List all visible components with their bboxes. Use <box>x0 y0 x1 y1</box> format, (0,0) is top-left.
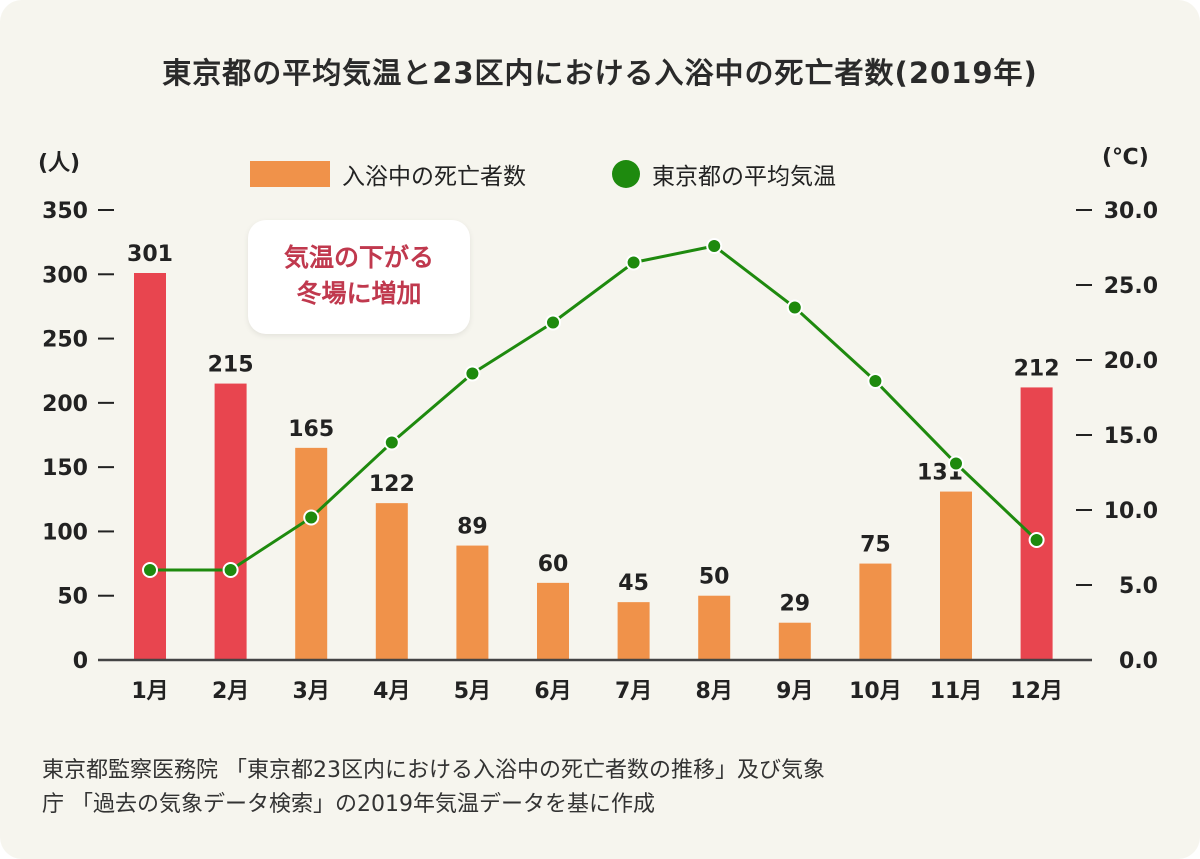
left-axis-label: (人) <box>38 151 81 176</box>
left-tick-label: 0 <box>73 649 88 674</box>
bar-5月 <box>456 545 489 660</box>
bar-11月 <box>940 491 972 660</box>
source-line-1: 東京都監察医務院 「東京都23区内における入浴中の死亡者数の推移」及び気象 <box>42 758 825 783</box>
x-tick-label: 2月 <box>212 679 249 704</box>
bar-10月 <box>859 563 892 660</box>
bar-value-label: 212 <box>1014 356 1060 381</box>
bar-6月 <box>537 582 569 660</box>
bar-value-label: 50 <box>699 565 730 590</box>
temperature-point-11月 <box>948 455 964 472</box>
x-tick-label: 7月 <box>615 679 652 704</box>
temperature-point-10月 <box>867 373 884 389</box>
temperature-point-12月 <box>1028 532 1045 548</box>
right-tick-label: 25.0 <box>1104 274 1158 299</box>
temperature-point-8月 <box>706 238 723 254</box>
x-tick-label: 5月 <box>454 679 491 704</box>
x-tick-label: 6月 <box>534 679 571 704</box>
left-tick-label: 150 <box>42 456 88 481</box>
bar-3月 <box>295 447 328 660</box>
x-tick-label: 8月 <box>696 679 733 704</box>
right-tick-label: 20.0 <box>1104 349 1158 374</box>
left-tick-label: 250 <box>42 328 88 353</box>
legend-label-deaths: 入浴中の死亡者数 <box>342 164 526 190</box>
x-tick-label: 1月 <box>131 679 168 704</box>
temperature-point-9月 <box>786 299 803 316</box>
bar-value-label: 29 <box>779 592 810 617</box>
temperature-point-6月 <box>545 314 561 331</box>
right-axis-label: (℃) <box>1102 145 1149 170</box>
right-tick-label: 30.0 <box>1104 199 1158 224</box>
bar-value-label: 122 <box>369 472 415 497</box>
temperature-line <box>150 244 1038 572</box>
annotation-callout: 気温の下がる 冬場に増加 <box>248 220 470 334</box>
legend-label-temperature: 東京都の平均気温 <box>652 164 836 190</box>
x-tick-label: 3月 <box>293 679 330 704</box>
legend-dot-swatch <box>612 160 640 188</box>
bar-12月 <box>1020 387 1053 660</box>
legend-item-deaths: 入浴中の死亡者数 <box>250 157 526 191</box>
x-tick-label: 10月 <box>849 679 902 704</box>
legend-bar-swatch <box>250 161 330 187</box>
temperature-point-1月 <box>142 562 158 578</box>
source-line-2: 庁 「過去の気象データ検索」の2019年気温データを基に作成 <box>42 792 655 817</box>
right-tick-label: 15.0 <box>1104 424 1158 449</box>
left-tick-label: 200 <box>42 392 88 417</box>
bar-value-label: 45 <box>618 571 649 596</box>
left-tick-label: 350 <box>42 199 88 224</box>
annotation-line-1: 気温の下がる <box>283 243 434 272</box>
temperature-point-7月 <box>625 254 642 271</box>
temperature-point-2月 <box>222 562 239 578</box>
x-tick-label: 11月 <box>930 679 983 704</box>
x-tick-label: 9月 <box>776 679 813 704</box>
x-tick-label: 12月 <box>1010 679 1063 704</box>
bar-4月 <box>375 503 408 660</box>
bar-value-label: 60 <box>538 552 569 577</box>
source-note: 東京都監察医務院 「東京都23区内における入浴中の死亡者数の推移」及び気象 庁 … <box>42 754 1162 822</box>
bar-value-label: 215 <box>208 353 254 378</box>
annotation-line-2: 冬場に増加 <box>296 279 422 308</box>
chart-title: 東京都の平均気温と23区内における入浴中の死亡者数(2019年) <box>162 56 1038 90</box>
bar-9月 <box>778 622 811 660</box>
temperature-point-5月 <box>464 365 481 382</box>
x-tick-label: 4月 <box>373 679 410 704</box>
bar-value-label: 75 <box>860 533 891 558</box>
left-tick-label: 50 <box>57 585 88 610</box>
right-tick-label: 0.0 <box>1119 649 1158 674</box>
left-tick-label: 100 <box>42 520 88 545</box>
bar-value-label: 89 <box>457 515 488 540</box>
bar-1月 <box>134 273 166 660</box>
bar-value-label: 301 <box>127 242 173 267</box>
bar-8月 <box>698 595 731 660</box>
bar-value-label: 165 <box>288 417 334 442</box>
right-tick-label: 5.0 <box>1119 574 1158 599</box>
legend-item-temperature: 東京都の平均気温 <box>612 157 836 191</box>
temperature-point-4月 <box>383 434 400 451</box>
temperature-point-3月 <box>303 509 320 526</box>
right-tick-label: 10.0 <box>1104 499 1158 524</box>
bar-2月 <box>214 383 247 660</box>
left-tick-label: 300 <box>42 263 88 288</box>
bar-7月 <box>617 602 650 660</box>
